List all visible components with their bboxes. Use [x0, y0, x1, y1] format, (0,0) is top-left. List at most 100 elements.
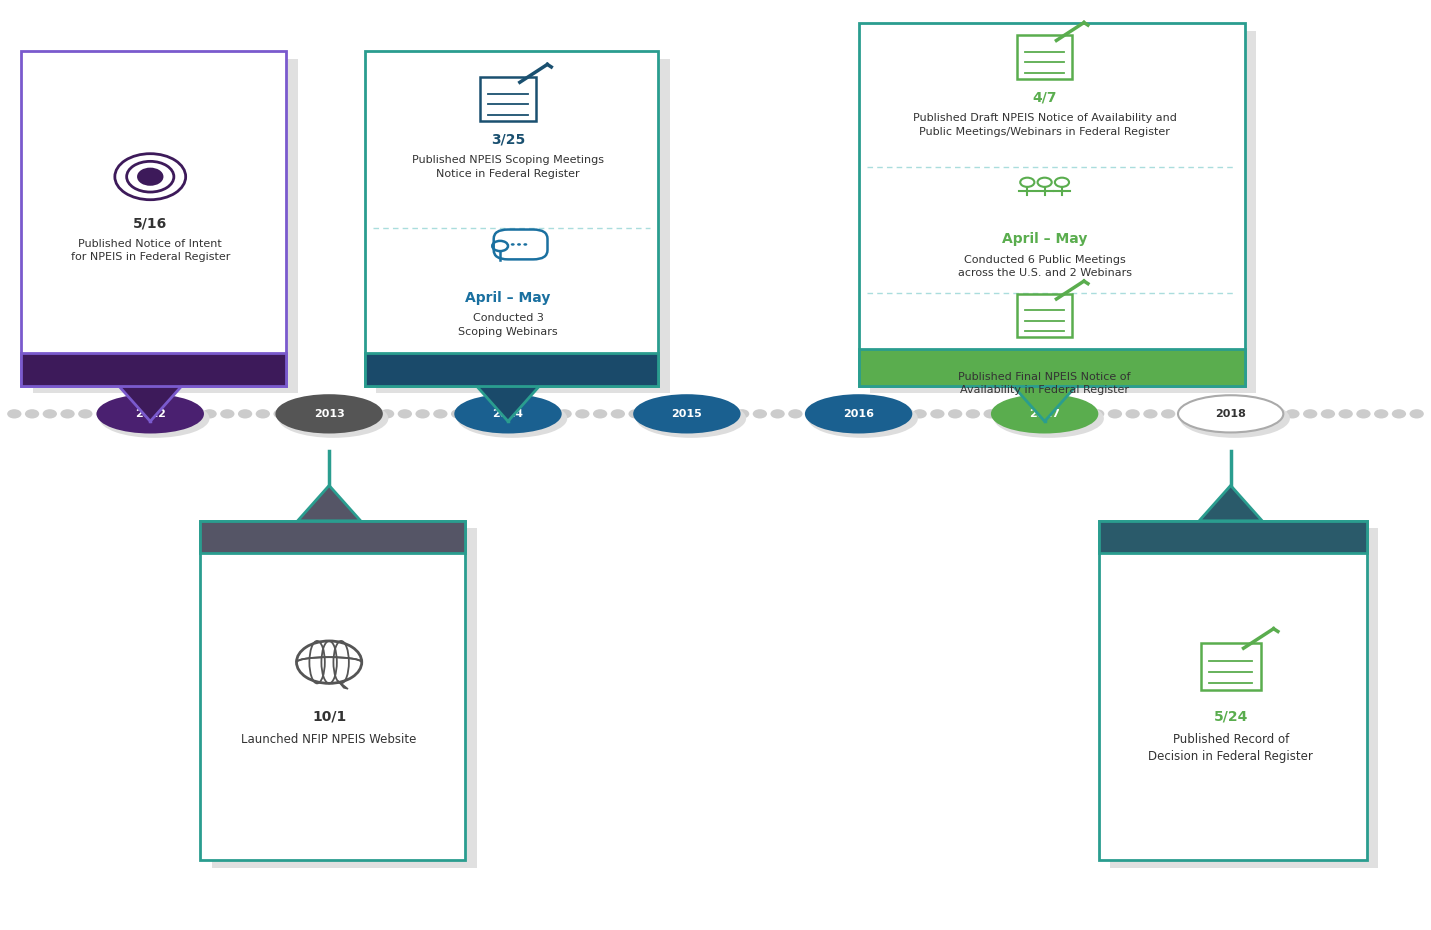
Circle shape: [79, 409, 93, 418]
Text: Published Draft NPEIS Notice of Availability and
Public Meetings/Webinars in Fed: Published Draft NPEIS Notice of Availabi…: [913, 113, 1176, 137]
Circle shape: [913, 409, 927, 418]
Circle shape: [539, 409, 554, 418]
Circle shape: [628, 409, 643, 418]
FancyBboxPatch shape: [33, 59, 298, 393]
Circle shape: [1161, 409, 1175, 418]
Text: 3/25: 3/25: [491, 132, 525, 147]
Ellipse shape: [455, 395, 561, 432]
Text: 11/3: 11/3: [1027, 349, 1062, 364]
Circle shape: [1179, 409, 1193, 418]
Text: 2017: 2017: [1029, 409, 1060, 418]
Circle shape: [753, 409, 767, 418]
Circle shape: [398, 409, 412, 418]
Circle shape: [256, 409, 270, 418]
Circle shape: [469, 409, 484, 418]
Circle shape: [1126, 409, 1141, 418]
Text: Conducted 6 Public Meetings
across the U.S. and 2 Webinars: Conducted 6 Public Meetings across the U…: [957, 255, 1132, 278]
Text: Published Record of
Decision in Federal Register: Published Record of Decision in Federal …: [1148, 733, 1314, 763]
FancyBboxPatch shape: [870, 31, 1256, 393]
FancyBboxPatch shape: [365, 51, 658, 386]
Circle shape: [1374, 409, 1388, 418]
Circle shape: [788, 409, 803, 418]
Ellipse shape: [634, 395, 740, 432]
Polygon shape: [338, 681, 348, 689]
Ellipse shape: [97, 395, 203, 432]
Ellipse shape: [279, 399, 388, 438]
Circle shape: [139, 169, 162, 184]
FancyBboxPatch shape: [376, 59, 670, 393]
Circle shape: [43, 409, 57, 418]
Text: 2018: 2018: [1215, 409, 1246, 418]
Ellipse shape: [995, 399, 1103, 438]
Circle shape: [736, 409, 750, 418]
Polygon shape: [477, 386, 539, 421]
Polygon shape: [298, 485, 361, 521]
Circle shape: [1321, 409, 1335, 418]
Circle shape: [1090, 409, 1105, 418]
Circle shape: [1072, 409, 1086, 418]
Text: 5/24: 5/24: [1213, 709, 1248, 724]
Circle shape: [1108, 409, 1122, 418]
Text: Published Final NPEIS Notice of
Availability in Federal Register: Published Final NPEIS Notice of Availabi…: [959, 372, 1130, 395]
FancyBboxPatch shape: [859, 23, 1245, 386]
FancyBboxPatch shape: [21, 51, 286, 386]
Circle shape: [24, 409, 39, 418]
Text: April – May: April – May: [1002, 232, 1088, 246]
Text: 2012: 2012: [135, 409, 166, 418]
Ellipse shape: [276, 395, 382, 432]
Circle shape: [381, 409, 395, 418]
Circle shape: [451, 409, 465, 418]
Circle shape: [7, 409, 21, 418]
Circle shape: [717, 409, 731, 418]
Ellipse shape: [809, 399, 917, 438]
Text: Launched NFIP NPEIS Website: Launched NFIP NPEIS Website: [242, 733, 416, 746]
Circle shape: [575, 409, 590, 418]
FancyBboxPatch shape: [365, 353, 658, 386]
Circle shape: [1357, 409, 1371, 418]
Ellipse shape: [637, 399, 746, 438]
Ellipse shape: [1181, 399, 1289, 438]
Text: Published NPEIS Scoping Meetings
Notice in Federal Register: Published NPEIS Scoping Meetings Notice …: [412, 155, 604, 179]
Circle shape: [947, 409, 962, 418]
Text: 2015: 2015: [671, 409, 703, 418]
Circle shape: [238, 409, 252, 418]
FancyBboxPatch shape: [200, 521, 465, 553]
Circle shape: [930, 409, 944, 418]
Text: April – May: April – May: [465, 290, 551, 305]
FancyBboxPatch shape: [859, 349, 1245, 386]
Circle shape: [1338, 409, 1352, 418]
Circle shape: [511, 243, 515, 246]
Circle shape: [273, 409, 288, 418]
Circle shape: [806, 409, 820, 418]
Text: 10/1: 10/1: [312, 709, 346, 724]
Circle shape: [592, 409, 607, 418]
Circle shape: [1143, 409, 1158, 418]
Circle shape: [434, 409, 448, 418]
FancyBboxPatch shape: [1099, 521, 1367, 553]
Text: Conducted 3
Scoping Webinars: Conducted 3 Scoping Webinars: [458, 313, 558, 337]
Circle shape: [524, 243, 527, 246]
FancyBboxPatch shape: [21, 353, 286, 386]
Text: 4/7: 4/7: [1032, 90, 1058, 105]
Circle shape: [966, 409, 980, 418]
Circle shape: [611, 409, 625, 418]
FancyBboxPatch shape: [212, 528, 477, 868]
Ellipse shape: [100, 399, 209, 438]
Circle shape: [1392, 409, 1407, 418]
Polygon shape: [1199, 485, 1262, 521]
Text: 2014: 2014: [492, 409, 524, 418]
Circle shape: [1002, 409, 1016, 418]
Circle shape: [1410, 409, 1424, 418]
Ellipse shape: [992, 395, 1098, 432]
Circle shape: [1304, 409, 1318, 418]
Ellipse shape: [458, 399, 567, 438]
FancyBboxPatch shape: [1099, 521, 1367, 860]
Text: 5/16: 5/16: [133, 216, 167, 231]
FancyBboxPatch shape: [200, 521, 465, 860]
Circle shape: [983, 409, 997, 418]
Circle shape: [220, 409, 235, 418]
Circle shape: [517, 243, 521, 246]
Ellipse shape: [1178, 395, 1284, 432]
Circle shape: [770, 409, 784, 418]
Ellipse shape: [806, 395, 912, 432]
